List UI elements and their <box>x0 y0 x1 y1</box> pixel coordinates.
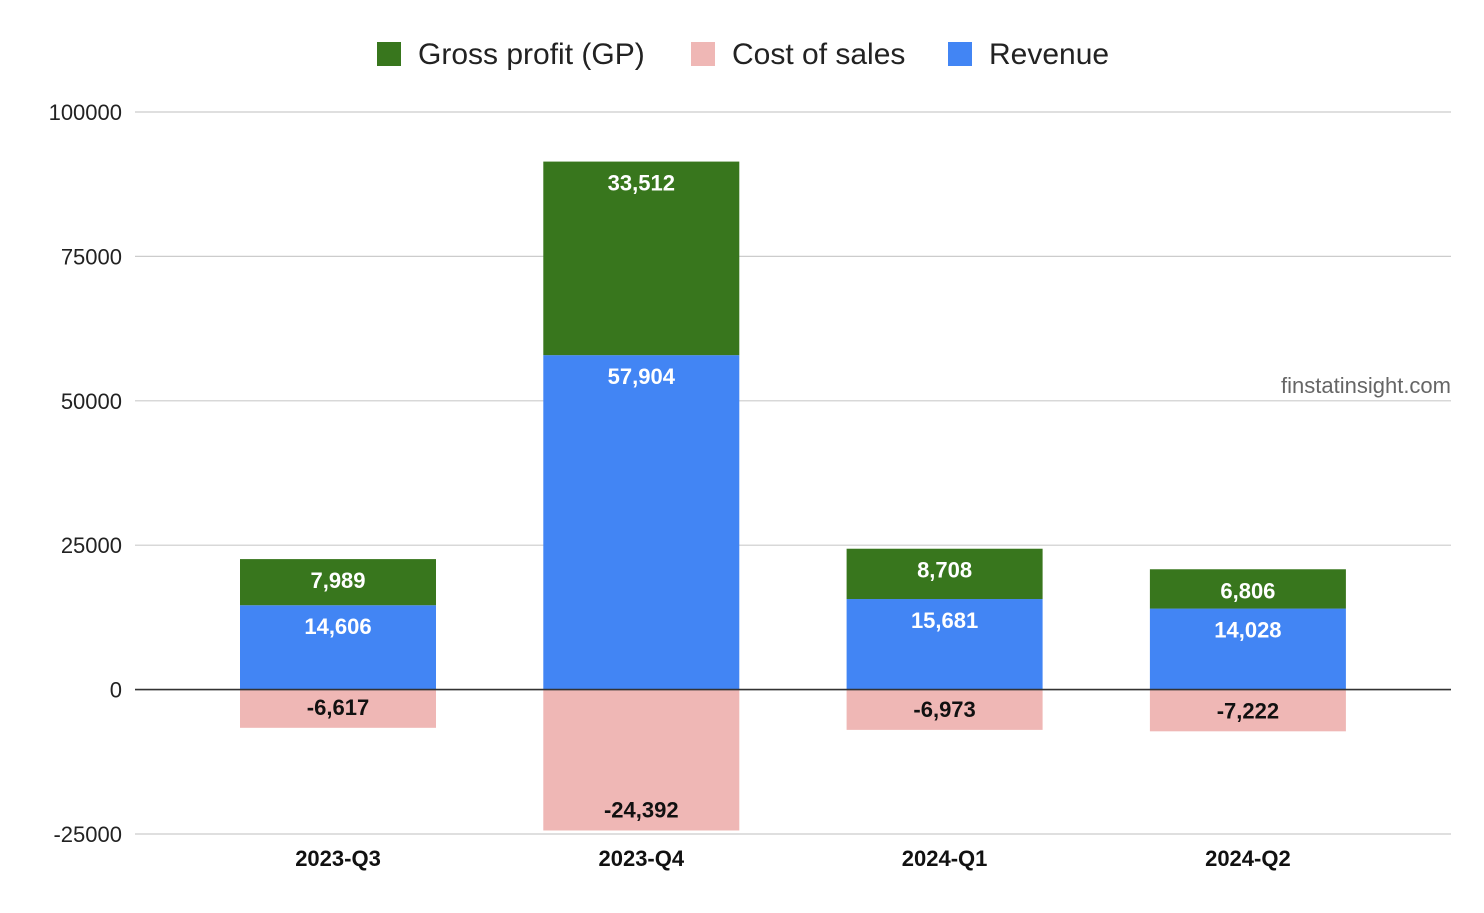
y-tick-label: 0 <box>110 678 122 703</box>
y-tick-label: 100000 <box>49 100 122 125</box>
data-label: 33,512 <box>608 171 675 196</box>
data-label: -6,617 <box>307 695 369 720</box>
y-tick-label: 25000 <box>61 533 122 558</box>
data-label: 15,681 <box>911 608 978 633</box>
x-axis-categories: 2023-Q3 2023-Q4 2024-Q1 2024-Q2 <box>295 846 1291 871</box>
bar-revenue <box>543 355 740 690</box>
bar-gross-profit <box>846 548 1043 600</box>
legend-swatch <box>948 42 972 66</box>
x-category-label: 2024-Q2 <box>1205 846 1291 871</box>
y-tick-label: -25000 <box>53 822 122 847</box>
bar-cost-of-sales <box>846 689 1043 730</box>
data-label: 8,708 <box>917 558 972 583</box>
legend-swatch <box>691 42 715 66</box>
data-label: -7,222 <box>1217 698 1279 723</box>
y-tick-label: 75000 <box>61 244 122 269</box>
data-label: -24,392 <box>604 797 679 822</box>
legend-label: Cost of sales <box>732 38 905 71</box>
bar-revenue <box>846 599 1043 690</box>
data-label: 6,806 <box>1220 578 1275 603</box>
y-axis-ticks: 100000 75000 50000 25000 0 -25000 <box>49 100 122 847</box>
bar-gross-profit <box>1149 569 1346 609</box>
data-label: 57,904 <box>608 364 676 389</box>
legend-label: Revenue <box>989 38 1109 71</box>
bar-cost-of-sales <box>543 689 740 831</box>
bars <box>240 161 1346 831</box>
bar-cost-of-sales <box>240 689 436 728</box>
legend: Gross profit (GP) Cost of sales Revenue <box>377 38 1109 71</box>
bar-gross-profit <box>543 161 740 356</box>
y-tick-label: 50000 <box>61 389 122 414</box>
bar-revenue <box>240 605 436 690</box>
bar-revenue <box>1149 608 1346 690</box>
watermark-text: finstatinsight.com <box>1281 373 1451 398</box>
bar-gross-profit <box>240 559 436 606</box>
legend-swatch <box>377 42 401 66</box>
x-category-label: 2023-Q4 <box>598 846 684 871</box>
gridlines <box>135 111 1451 835</box>
bar-cost-of-sales <box>1149 689 1346 732</box>
data-label: 14,028 <box>1214 618 1281 643</box>
x-category-label: 2024-Q1 <box>902 846 988 871</box>
x-category-label: 2023-Q3 <box>295 846 381 871</box>
data-labels: 7,989 14,606 -6,617 33,512 57,904 -24,392 8,70… <box>304 171 1281 823</box>
data-label: 14,606 <box>304 614 371 639</box>
data-label: 7,989 <box>310 568 365 593</box>
legend-label: Gross profit (GP) <box>418 38 645 71</box>
data-label: -6,973 <box>913 697 975 722</box>
